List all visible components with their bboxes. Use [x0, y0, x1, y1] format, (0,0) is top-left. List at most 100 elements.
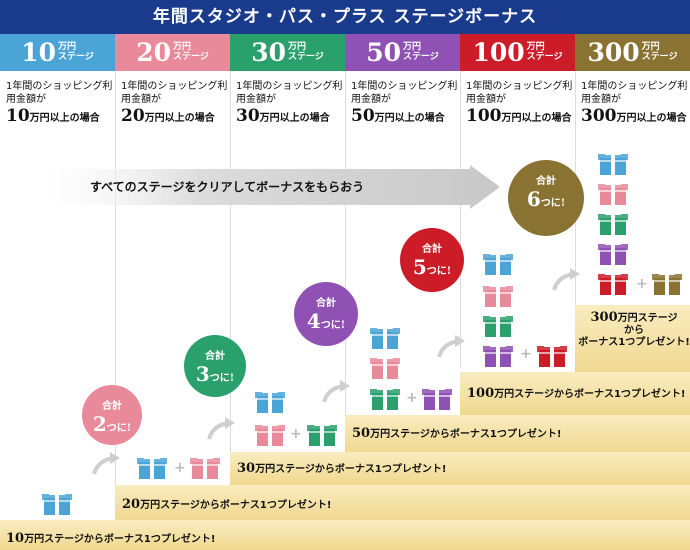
gift-box-icon — [255, 419, 285, 446]
condition-amount: 300 — [581, 106, 617, 126]
stage-unit-label: ステージ — [402, 51, 439, 62]
condition-amount: 100 — [466, 106, 502, 126]
condition-desc: 1年間のショッピング利用金額が — [121, 81, 228, 105]
page-title: 年間スタジオ・パス・プラス ステージボーナス — [0, 0, 690, 34]
stage-unit: 万円 — [526, 42, 545, 53]
stage-amount: 100 — [472, 38, 525, 67]
plus-sign: + — [406, 390, 418, 406]
stage-condition-20: 1年間のショッピング利用金額が 20万円以上の場合 — [115, 80, 230, 125]
bubble-count: 6 — [526, 187, 541, 211]
bubble-count: 3 — [195, 362, 210, 386]
step-amount: 10 — [6, 531, 25, 546]
gift-box-icon — [652, 268, 682, 295]
condition-text: 万円以上の場合 — [144, 113, 215, 124]
column-divider — [345, 71, 346, 423]
step-label-300: 300万円ステージ から ボーナス1つプレゼント! — [578, 311, 690, 349]
stage-header-300: 300 万円 ステージ — [575, 34, 690, 71]
arrow-icon — [552, 268, 580, 291]
gift-box-icon — [483, 310, 513, 337]
banner-text: すべてのステージをクリアしてボーナスをもらおう — [90, 180, 365, 194]
condition-desc: 1年間のショッピング利用金額が — [236, 81, 343, 105]
plus-sign: + — [290, 426, 302, 442]
condition-desc: 1年間のショッピング利用金額が — [351, 81, 458, 105]
gift-box-icon — [537, 340, 567, 367]
stage-unit: 万円 — [402, 42, 421, 53]
gift-box-icon — [483, 280, 513, 307]
step-text: から — [624, 325, 644, 336]
step-label-10: 10万円ステージからボーナス1つプレゼント! — [6, 530, 215, 546]
condition-amount: 20 — [121, 106, 145, 126]
gift-box-icon — [422, 383, 452, 410]
gift-box-icon — [370, 322, 400, 349]
bubble-suffix: つに! — [426, 266, 452, 277]
plus-sign: + — [520, 346, 532, 362]
stage-condition-100: 1年間のショッピング利用金額が 100万円以上の場合 — [460, 80, 575, 125]
stage-condition-30: 1年間のショッピング利用金額が 30万円以上の場合 — [230, 80, 345, 125]
stage-header-20: 20 万円 ステージ — [115, 34, 230, 71]
progress-arrow-banner — [38, 165, 500, 209]
condition-desc: 1年間のショッピング利用金額が — [466, 81, 573, 105]
bubble-label: 合計 — [102, 401, 122, 412]
stage-condition-300: 1年間のショッピング利用金額が 300万円以上の場合 — [575, 80, 690, 125]
step-label-100: 100万円ステージからボーナス1つプレゼント! — [467, 385, 685, 401]
bubble-label: 合計 — [536, 176, 556, 187]
gift-box-icon — [307, 419, 337, 446]
condition-amount: 50 — [351, 106, 375, 126]
bubble-count: 2 — [92, 412, 107, 436]
stage-header-50: 50 万円 ステージ — [345, 34, 460, 71]
stage-amount: 10 — [21, 38, 56, 67]
gift-box-icon — [255, 386, 285, 413]
gift-box-icon — [370, 383, 400, 410]
stage-unit-label: ステージ — [57, 51, 94, 62]
condition-text: 万円以上の場合 — [259, 113, 330, 124]
stair-step-20 — [115, 485, 690, 520]
stage-unit-label: ステージ — [526, 51, 563, 62]
stage-unit: 万円 — [641, 42, 660, 53]
gift-box-icon — [370, 352, 400, 379]
gift-box-icon — [598, 208, 628, 235]
stage-unit: 万円 — [287, 42, 306, 53]
gift-box-icon — [483, 248, 513, 275]
stage-header-30: 30 万円 ステージ — [230, 34, 345, 71]
total-bubble-5: 合計 5つに! — [400, 228, 464, 292]
bubble-count: 4 — [306, 309, 321, 333]
stair-step-50 — [345, 415, 690, 452]
plus-sign: + — [636, 276, 648, 292]
condition-amount: 10 — [6, 106, 30, 126]
step-text: 万円ステージからボーナス1つプレゼント! — [24, 534, 216, 545]
stage-unit: 万円 — [57, 42, 76, 53]
arrow-icon — [207, 417, 235, 440]
step-amount: 100 — [467, 386, 495, 401]
stage-amount: 30 — [251, 38, 286, 67]
bubble-count: 5 — [412, 255, 427, 279]
stage-header-10: 10 万円 ステージ — [0, 34, 115, 71]
gift-box-icon — [598, 178, 628, 205]
condition-text: 万円以上の場合 — [29, 113, 100, 124]
gift-box-icon — [190, 452, 220, 479]
stair-step-300 — [575, 305, 690, 372]
stage-unit-label: ステージ — [172, 51, 209, 62]
condition-desc: 1年間のショッピング利用金額が — [6, 81, 113, 105]
stage-condition-10: 1年間のショッピング利用金額が 10万円以上の場合 — [0, 80, 115, 125]
total-bubble-6: 合計 6つに! — [508, 160, 584, 236]
bubble-suffix: つに! — [540, 198, 566, 209]
step-text: ボーナス1つプレゼント! — [578, 337, 690, 348]
step-text: 万円ステージからボーナス1つプレゼント! — [494, 389, 686, 400]
total-bubble-3: 合計 3つに! — [184, 335, 246, 397]
bubble-label: 合計 — [422, 244, 442, 255]
step-amount: 50 — [352, 426, 371, 441]
stair-step-10 — [0, 520, 690, 550]
step-amount: 30 — [237, 461, 256, 476]
arrow-icon — [92, 452, 120, 475]
step-text: 万円ステージ — [617, 313, 678, 324]
column-divider — [230, 71, 231, 459]
arrow-icon — [437, 335, 465, 358]
gift-box-icon — [598, 268, 628, 295]
stage-header-100: 100 万円 ステージ — [460, 34, 575, 71]
total-bubble-4: 合計 4つに! — [294, 282, 358, 346]
step-text: 万円ステージからボーナス1つプレゼント! — [370, 429, 562, 440]
stage-unit-label: ステージ — [641, 51, 678, 62]
stage-amount: 50 — [366, 38, 401, 67]
bubble-suffix: つに! — [320, 320, 346, 331]
bubble-label: 合計 — [205, 351, 225, 362]
